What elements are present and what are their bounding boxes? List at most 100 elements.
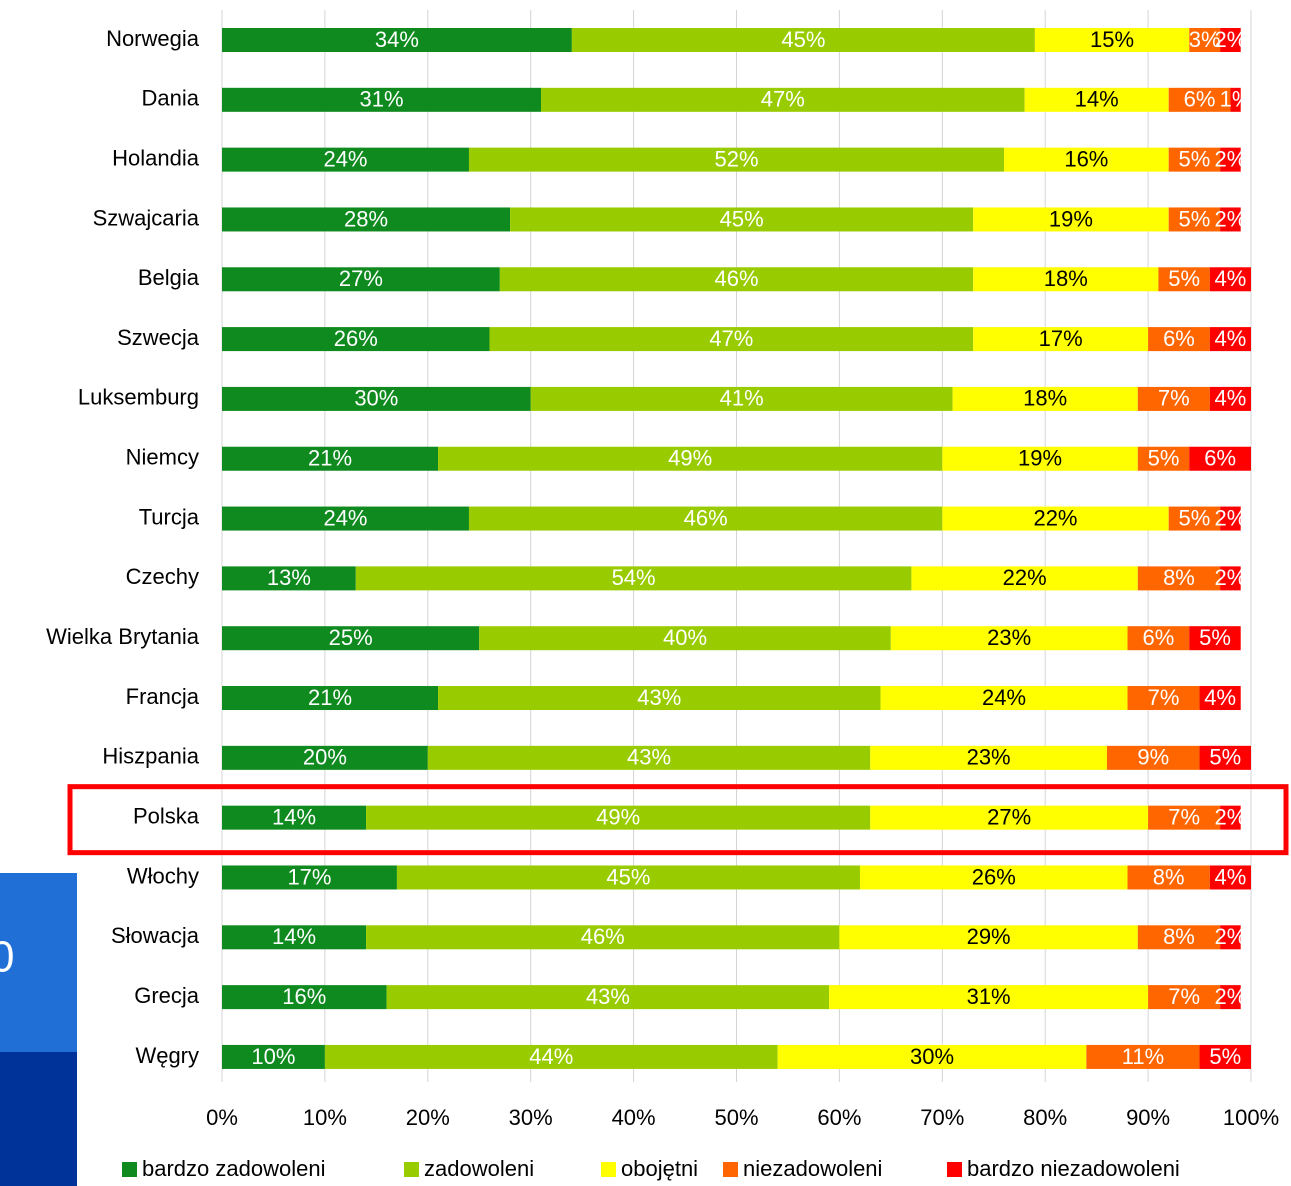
bar-segment (222, 147, 469, 172)
data-label: 47% (709, 326, 753, 351)
bar-segment (222, 985, 387, 1010)
bar-segment (1189, 446, 1251, 471)
bar-segment (973, 327, 1149, 352)
data-label: 45% (781, 27, 825, 52)
data-label: 24% (982, 685, 1026, 710)
bar-segment (1168, 207, 1221, 232)
data-label: 6% (1184, 87, 1216, 112)
bar-segment (1086, 1044, 1200, 1069)
data-label: 46% (684, 505, 728, 530)
y-tick-label: Grecja (134, 983, 200, 1008)
data-label: 15% (1090, 27, 1134, 52)
bar-segment (1127, 865, 1210, 890)
bar-segment (1148, 327, 1210, 352)
bar-segment (1189, 28, 1221, 52)
bar-segment (222, 87, 541, 112)
data-label: 46% (581, 924, 625, 949)
bar-segment (222, 386, 531, 411)
bar-segment (1127, 686, 1200, 711)
data-label: 41% (720, 386, 764, 411)
bar-segment (1158, 267, 1210, 292)
bar-segment (571, 28, 1035, 52)
bar-segment (1137, 925, 1221, 950)
data-label: 27% (987, 804, 1031, 829)
data-label: 4% (1215, 266, 1247, 291)
x-tick-label: 20% (406, 1105, 450, 1130)
data-label: 20% (303, 745, 347, 770)
bar-segment (1209, 327, 1251, 352)
x-tick-label: 0% (206, 1105, 238, 1130)
data-label: 21% (308, 446, 352, 471)
data-label: 2% (1215, 206, 1247, 231)
data-label: 2% (1215, 505, 1247, 530)
bar-segment (1137, 446, 1190, 471)
side-panel-text: 0 (0, 933, 14, 982)
data-label: 2% (1215, 146, 1247, 171)
data-label: 1% (1220, 87, 1252, 112)
data-label: 5% (1209, 1044, 1241, 1069)
data-label: 2% (1215, 924, 1247, 949)
data-label: 23% (967, 745, 1011, 770)
data-label: 6% (1163, 326, 1195, 351)
data-label: 14% (272, 924, 316, 949)
x-tick-label: 70% (920, 1105, 964, 1130)
data-label: 31% (359, 87, 403, 112)
data-label: 5% (1199, 625, 1231, 650)
data-label: 34% (375, 27, 419, 52)
bar-segment (1220, 985, 1241, 1010)
bar-segment (1220, 805, 1241, 830)
bar-segment (1127, 626, 1190, 651)
bar-segment (911, 566, 1138, 591)
y-tick-label: Włochy (127, 863, 199, 888)
data-label: 30% (354, 386, 398, 411)
data-label: 21% (308, 685, 352, 710)
data-label: 16% (282, 984, 326, 1009)
bar-segment (1168, 87, 1231, 112)
bar-segment (222, 28, 572, 52)
y-tick-label: Turcja (139, 504, 200, 529)
side-panel-top (0, 873, 77, 1053)
data-label: 2% (1215, 984, 1247, 1009)
data-label: 18% (1044, 266, 1088, 291)
data-label: 22% (1003, 565, 1047, 590)
bar-segment (1220, 207, 1241, 232)
data-label: 2% (1215, 27, 1247, 52)
x-tick-label: 50% (714, 1105, 758, 1130)
legend-swatch (723, 1162, 738, 1177)
bar-segment (952, 386, 1138, 411)
data-label: 9% (1137, 745, 1169, 770)
data-label: 16% (1064, 146, 1108, 171)
bar-segment (839, 925, 1138, 950)
data-label: 22% (1033, 505, 1077, 530)
bar-segment (222, 207, 511, 232)
y-tick-label: Wielka Brytania (46, 624, 200, 649)
y-tick-label: Czechy (126, 564, 199, 589)
data-label: 14% (1075, 87, 1119, 112)
bar-segment (222, 327, 490, 352)
data-label: 8% (1163, 565, 1195, 590)
bar-segment (222, 745, 428, 770)
data-label: 2% (1215, 804, 1247, 829)
bar-segment (1220, 28, 1241, 52)
data-label: 6% (1142, 625, 1174, 650)
data-label: 25% (329, 625, 373, 650)
data-label: 2% (1215, 565, 1247, 590)
bar-segment (1106, 745, 1200, 770)
data-label: 44% (529, 1044, 573, 1069)
bar-segment (1220, 925, 1241, 950)
data-label: 11% (1122, 1044, 1164, 1069)
data-label: 49% (596, 804, 640, 829)
data-label: 4% (1204, 685, 1236, 710)
legend-label: niezadowoleni (743, 1156, 882, 1181)
data-label: 29% (967, 924, 1011, 949)
bar-segment (222, 686, 439, 711)
data-label: 43% (637, 685, 681, 710)
y-tick-label: Szwajcaria (93, 205, 200, 230)
bar-segment (777, 1044, 1087, 1069)
bar-segment (540, 87, 1025, 112)
bar-segment (942, 446, 1138, 471)
data-label: 19% (1018, 446, 1062, 471)
data-label: 5% (1179, 206, 1211, 231)
x-tick-label: 100% (1223, 1105, 1279, 1130)
